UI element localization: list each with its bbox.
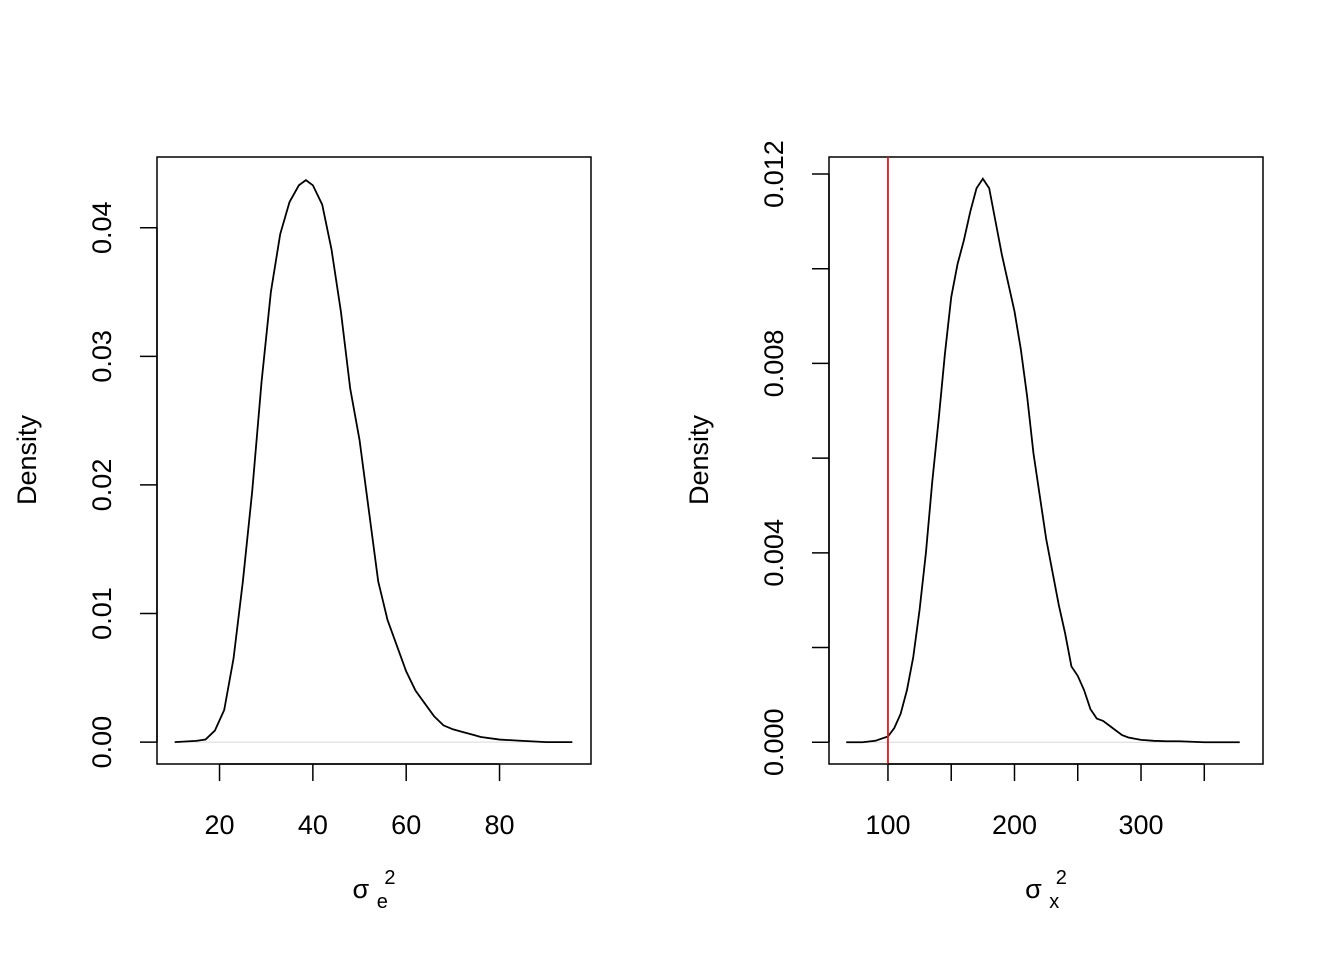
y-tick-label: 0.00 — [87, 716, 117, 769]
density-curve — [846, 177, 1240, 744]
density-panel-sigma-x: 100 200 300 0.000 0.004 0.008 0.012 σ x 2 Den… — [684, 140, 1264, 914]
density-curve — [174, 179, 573, 744]
x-axis: 100 200 300 — [865, 763, 1206, 840]
x-axis-label-superscript: 2 — [1056, 867, 1067, 889]
y-tick-label: 0.02 — [87, 459, 117, 512]
x-tick-label: 20 — [205, 810, 235, 840]
x-tick-label: 40 — [298, 810, 328, 840]
x-axis-label-subscript: e — [377, 891, 388, 913]
y-tick-label: 0.004 — [759, 519, 789, 587]
y-axis-label: Density — [684, 414, 714, 505]
x-axis-label-subscript: x — [1049, 891, 1059, 913]
x-axis: 20 40 60 80 — [205, 763, 515, 840]
y-tick-label: 0.012 — [759, 140, 789, 208]
x-axis-label-superscript: 2 — [384, 867, 395, 889]
y-tick-label: 0.04 — [87, 201, 117, 254]
x-axis-label: σ x 2 — [1025, 867, 1067, 914]
y-tick-label: 0.01 — [87, 587, 117, 640]
x-tick-label: 80 — [485, 810, 515, 840]
y-tick-label: 0.008 — [759, 330, 789, 398]
x-tick-label: 300 — [1118, 810, 1163, 840]
x-tick-label: 100 — [865, 810, 910, 840]
x-axis-label-symbol: σ — [353, 874, 370, 904]
x-tick-label: 60 — [391, 810, 421, 840]
y-axis: 0.000 0.004 0.008 0.012 — [759, 140, 830, 776]
x-axis-label-symbol: σ — [1025, 874, 1042, 904]
y-axis: 0.00 0.01 0.02 0.03 0.04 — [87, 201, 158, 769]
density-panel-sigma-e: 20 40 60 80 0.00 0.01 0.02 0.03 0.04 σ e 2 Dens… — [12, 156, 592, 914]
y-axis-label: Density — [12, 414, 42, 505]
y-tick-label: 0.03 — [87, 330, 117, 383]
x-axis-label: σ e 2 — [353, 867, 396, 914]
x-tick-label: 200 — [992, 810, 1037, 840]
y-tick-label: 0.000 — [759, 708, 789, 776]
